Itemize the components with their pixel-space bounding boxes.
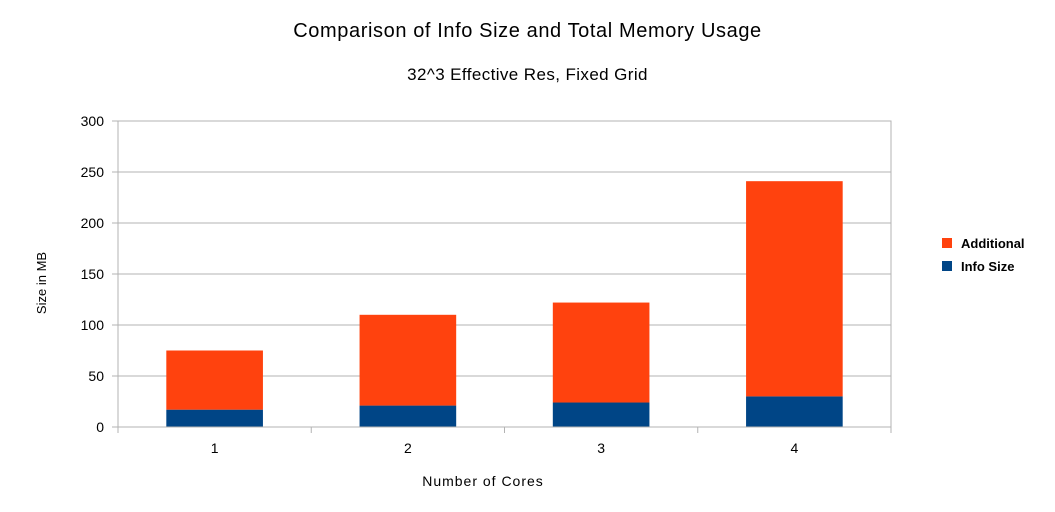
y-axis-title: Size in MB xyxy=(34,252,49,314)
bar-segment xyxy=(552,302,650,403)
legend-swatch xyxy=(942,261,952,271)
x-axis-title: Number of Cores xyxy=(422,473,544,489)
y-tick-label: 250 xyxy=(81,164,105,180)
axes: 0 50 100 150 200 250 300 1 2 3 4 xyxy=(81,113,892,456)
bar-segment xyxy=(359,405,457,427)
x-tick-label: 2 xyxy=(404,440,412,456)
x-tick-label: 1 xyxy=(211,440,219,456)
chart-title: Comparison of Info Size and Total Memory… xyxy=(293,20,762,42)
bar-segment xyxy=(746,396,843,427)
y-tick-label: 200 xyxy=(81,215,105,231)
legend-swatch xyxy=(942,238,952,248)
y-tick-label: 300 xyxy=(81,113,105,129)
bar-segment xyxy=(166,350,263,410)
bar-segment xyxy=(746,181,843,397)
bar-segment xyxy=(166,409,263,427)
chart-subtitle: 32^3 Effective Res, Fixed Grid xyxy=(407,65,648,84)
y-tick-label: 150 xyxy=(81,266,105,282)
x-tick-label: 4 xyxy=(790,440,798,456)
x-tick-label: 3 xyxy=(597,440,605,456)
y-tick-label: 0 xyxy=(96,419,104,435)
y-tick-label: 100 xyxy=(81,317,105,333)
legend-label: Additional xyxy=(961,236,1025,251)
bar-segment xyxy=(552,402,650,427)
legend-label: Info Size xyxy=(961,259,1014,274)
bars xyxy=(166,181,843,427)
y-tick-label: 50 xyxy=(88,368,104,384)
bar-segment xyxy=(359,314,457,406)
legend: Additional Info Size xyxy=(942,236,1025,274)
